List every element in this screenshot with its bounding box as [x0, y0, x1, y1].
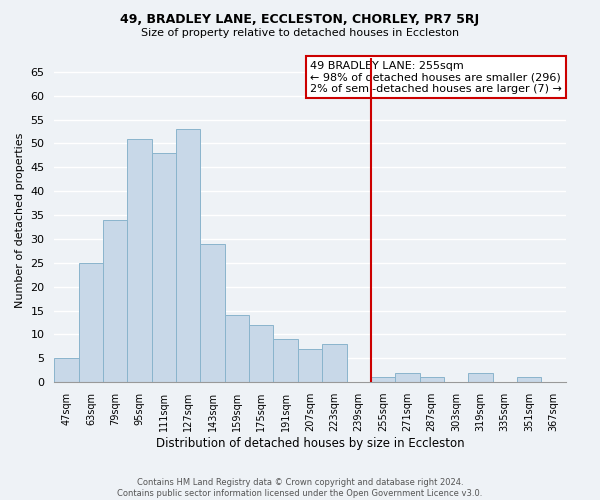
- Bar: [55, 358, 79, 382]
- Text: 49, BRADLEY LANE, ECCLESTON, CHORLEY, PR7 5RJ: 49, BRADLEY LANE, ECCLESTON, CHORLEY, PR…: [121, 12, 479, 26]
- Bar: [127, 138, 152, 382]
- X-axis label: Distribution of detached houses by size in Eccleston: Distribution of detached houses by size …: [156, 437, 464, 450]
- Bar: [176, 129, 200, 382]
- Bar: [395, 372, 419, 382]
- Text: Size of property relative to detached houses in Eccleston: Size of property relative to detached ho…: [141, 28, 459, 38]
- Text: 49 BRADLEY LANE: 255sqm
← 98% of detached houses are smaller (296)
2% of semi-de: 49 BRADLEY LANE: 255sqm ← 98% of detache…: [310, 60, 562, 94]
- Bar: [419, 378, 444, 382]
- Bar: [517, 378, 541, 382]
- Bar: [79, 263, 103, 382]
- Bar: [468, 372, 493, 382]
- Bar: [200, 244, 225, 382]
- Bar: [225, 316, 249, 382]
- Bar: [249, 325, 274, 382]
- Bar: [298, 349, 322, 382]
- Bar: [152, 153, 176, 382]
- Bar: [103, 220, 127, 382]
- Y-axis label: Number of detached properties: Number of detached properties: [15, 132, 25, 308]
- Bar: [322, 344, 347, 382]
- Text: Contains HM Land Registry data © Crown copyright and database right 2024.
Contai: Contains HM Land Registry data © Crown c…: [118, 478, 482, 498]
- Bar: [371, 378, 395, 382]
- Bar: [274, 339, 298, 382]
